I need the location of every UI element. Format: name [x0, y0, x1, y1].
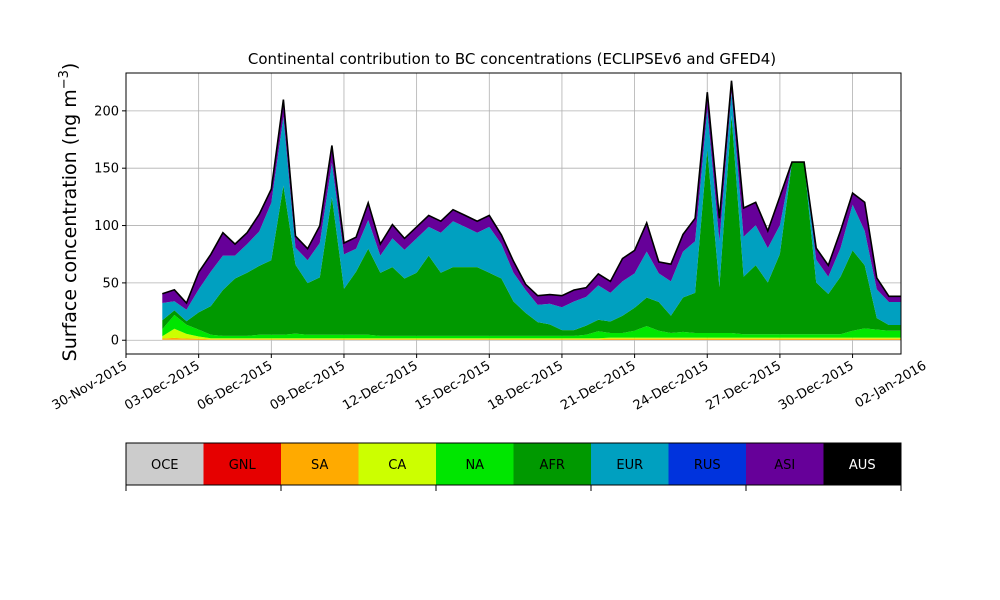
legend-label-rus: RUS: [694, 458, 721, 473]
legend-swatch-aus: [823, 443, 902, 485]
legend-swatch-asi: [746, 443, 824, 485]
legend-label-asi: ASI: [774, 458, 795, 473]
legend-swatch-na: [436, 443, 514, 485]
series-area-eur: [162, 92, 902, 331]
series-area-asi: [162, 80, 902, 310]
y-axis-label-sup: −3: [57, 70, 72, 89]
legend-label-gnl: GNL: [229, 458, 257, 473]
y-axis-label-main: Surface concentration (ng m: [59, 89, 81, 361]
y-tick-label: 0: [111, 334, 119, 349]
legend-swatch-eur: [591, 443, 669, 485]
y-tick-label: 150: [94, 162, 119, 177]
legend-label-eur: EUR: [616, 458, 643, 473]
legend-swatch-rus: [668, 443, 747, 485]
legend: OCE GNL SA CA NA AFR EUR RUS ASI AUS: [125, 442, 902, 491]
y-tick-label: 200: [94, 104, 119, 119]
legend-label-na: NA: [465, 458, 484, 473]
legend-label-oce: OCE: [151, 458, 179, 473]
chart-title: Continental contribution to BC concentra…: [248, 50, 776, 68]
total-outline: [162, 80, 901, 305]
legend-label-aus: AUS: [849, 458, 876, 473]
legend-swatch-ca: [358, 443, 437, 485]
y-axis-label-close: ): [59, 63, 81, 70]
legend-swatch-sa: [281, 443, 359, 485]
series-area-na: [162, 315, 902, 339]
y-tick-label: 100: [94, 219, 119, 234]
y-tick-label: 50: [102, 276, 119, 291]
series-area-afr: [162, 115, 902, 336]
series-area-sa: [162, 337, 902, 340]
legend-label-ca: CA: [388, 458, 406, 473]
legend-swatch-afr: [513, 443, 592, 485]
legend-label-sa: SA: [311, 458, 328, 473]
legend-swatch-oce: [126, 443, 204, 485]
series-area-ca: [162, 328, 902, 340]
series-area-oce: [162, 339, 902, 341]
legend-label-afr: AFR: [540, 458, 565, 473]
legend-swatch-gnl: [203, 443, 282, 485]
axes-frame: [125, 72, 902, 355]
y-axis-label: Surface concentration (ng m−3): [57, 63, 81, 362]
legend-frame: [125, 442, 902, 486]
